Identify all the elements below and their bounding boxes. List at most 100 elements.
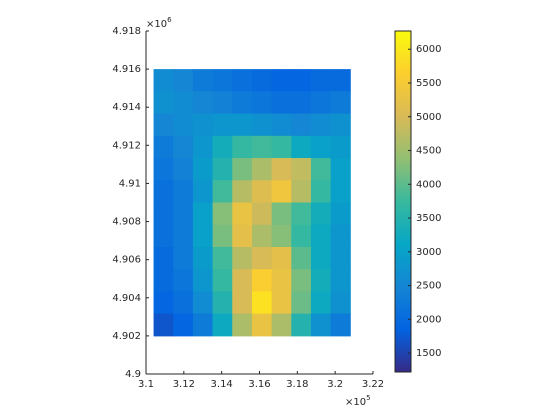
heatmap-cell xyxy=(232,313,253,337)
heatmap-cell xyxy=(271,69,292,92)
heatmap-cell xyxy=(291,291,312,315)
heatmap-cell xyxy=(330,291,351,315)
heatmap-cell xyxy=(173,291,194,315)
heatmap-cell xyxy=(251,246,273,270)
heatmap-cell xyxy=(232,224,253,248)
heatmap-cell xyxy=(330,135,351,159)
heatmap-cell xyxy=(310,202,332,226)
heatmap-cell xyxy=(173,180,194,203)
heatmap-cell xyxy=(192,246,214,270)
heatmap-cell xyxy=(291,69,312,92)
heatmap-cell xyxy=(232,202,253,226)
x-tick-label: 3.2 xyxy=(327,379,343,390)
heatmap-cell xyxy=(153,135,174,159)
heatmap-cell xyxy=(271,291,292,315)
heatmap-cell xyxy=(212,113,233,137)
heatmap-cell xyxy=(212,246,233,270)
heatmap-cell xyxy=(271,246,292,270)
heatmap-cell xyxy=(251,202,273,226)
heatmap-cell xyxy=(291,135,312,159)
heatmap-cell xyxy=(232,158,253,181)
heatmap-cell xyxy=(291,113,312,137)
heatmap xyxy=(153,69,351,337)
heatmap-cell xyxy=(271,91,292,115)
y-tick-label: 4.914 xyxy=(112,102,141,113)
heatmap-cell xyxy=(232,246,253,270)
heatmap-cell xyxy=(232,291,253,315)
colorbar-tick-label: 2000 xyxy=(416,314,441,325)
y-tick-label: 4.904 xyxy=(112,293,141,304)
y-tick-label: 4.908 xyxy=(112,217,141,228)
heatmap-cell xyxy=(291,246,312,270)
heatmap-cell xyxy=(330,158,351,181)
heatmap-cell xyxy=(232,91,253,115)
colorbar-tick-label: 5000 xyxy=(416,112,441,123)
heatmap-cell xyxy=(173,91,194,115)
heatmap-cell xyxy=(271,269,292,292)
heatmap-cell xyxy=(330,224,351,248)
colorbar-frame xyxy=(394,30,412,373)
x-tick-label: 3.22 xyxy=(362,379,384,390)
heatmap-cell xyxy=(232,180,253,203)
heatmap-cell xyxy=(310,246,332,270)
heatmap-cell xyxy=(291,224,312,248)
heatmap-cell xyxy=(212,269,233,292)
heatmap-cell xyxy=(330,313,351,337)
colorbar-tick-label: 1500 xyxy=(416,348,441,359)
colorbar-tick-label: 4000 xyxy=(416,179,441,190)
heatmap-cell xyxy=(232,113,253,137)
heatmap-cell xyxy=(251,69,273,92)
heatmap-cell xyxy=(330,180,351,203)
y-tick-label: 4.9 xyxy=(125,369,141,380)
heatmap-cell xyxy=(330,69,351,92)
heatmap-cell xyxy=(153,113,174,137)
heatmap-cell xyxy=(232,135,253,159)
heatmap-cell xyxy=(251,113,273,137)
heatmap-cell xyxy=(212,69,233,92)
heatmap-cell xyxy=(251,180,273,203)
heatmap-cell xyxy=(291,202,312,226)
heatmap-cell xyxy=(173,69,194,92)
y-tick-label: 4.91 xyxy=(119,178,141,189)
heatmap-cell xyxy=(153,180,174,203)
x-tick-label: 3.14 xyxy=(211,379,233,390)
heatmap-cell xyxy=(212,180,233,203)
heatmap-cell xyxy=(310,135,332,159)
heatmap-cell xyxy=(153,246,174,270)
heatmap-cell xyxy=(291,269,312,292)
heatmap-cell xyxy=(271,135,292,159)
heatmap-cell xyxy=(192,91,214,115)
heatmap-cell xyxy=(192,224,214,248)
heatmap-cell xyxy=(173,135,194,159)
x-multiplier: ×105 xyxy=(345,394,371,408)
colorbar-tick-label: 4500 xyxy=(416,146,441,157)
heatmap-cell xyxy=(192,291,214,315)
y-multiplier-base: ×10 xyxy=(146,19,167,30)
x-tick-label: 3.18 xyxy=(286,379,308,390)
x-tick-label: 3.1 xyxy=(138,379,154,390)
heatmap-cell xyxy=(310,113,332,137)
colorbar-tick-label: 5500 xyxy=(416,78,441,89)
heatmap-cell xyxy=(310,91,332,115)
colorbar-tick-label: 3500 xyxy=(416,213,441,224)
heatmap-cell xyxy=(271,313,292,337)
heatmap-cell xyxy=(271,180,292,203)
y-multiplier: ×106 xyxy=(146,16,172,30)
heatmap-cell xyxy=(192,269,214,292)
heatmap-cell xyxy=(330,269,351,292)
heatmap-cell xyxy=(310,158,332,181)
heatmap-cell xyxy=(192,180,214,203)
heatmap-cell xyxy=(310,180,332,203)
y-multiplier-power: 6 xyxy=(167,16,172,24)
x-multiplier-power: 5 xyxy=(366,394,370,402)
heatmap-cell xyxy=(330,113,351,137)
heatmap-cell xyxy=(212,313,233,337)
heatmap-cell xyxy=(310,224,332,248)
heatmap-cell xyxy=(291,313,312,337)
heatmap-cell xyxy=(251,91,273,115)
heatmap-cell xyxy=(310,69,332,92)
colorbar xyxy=(395,31,411,372)
heatmap-cell xyxy=(173,158,194,181)
x-tick-label: 3.12 xyxy=(173,379,195,390)
colorbar-tick-label: 6000 xyxy=(416,44,441,55)
